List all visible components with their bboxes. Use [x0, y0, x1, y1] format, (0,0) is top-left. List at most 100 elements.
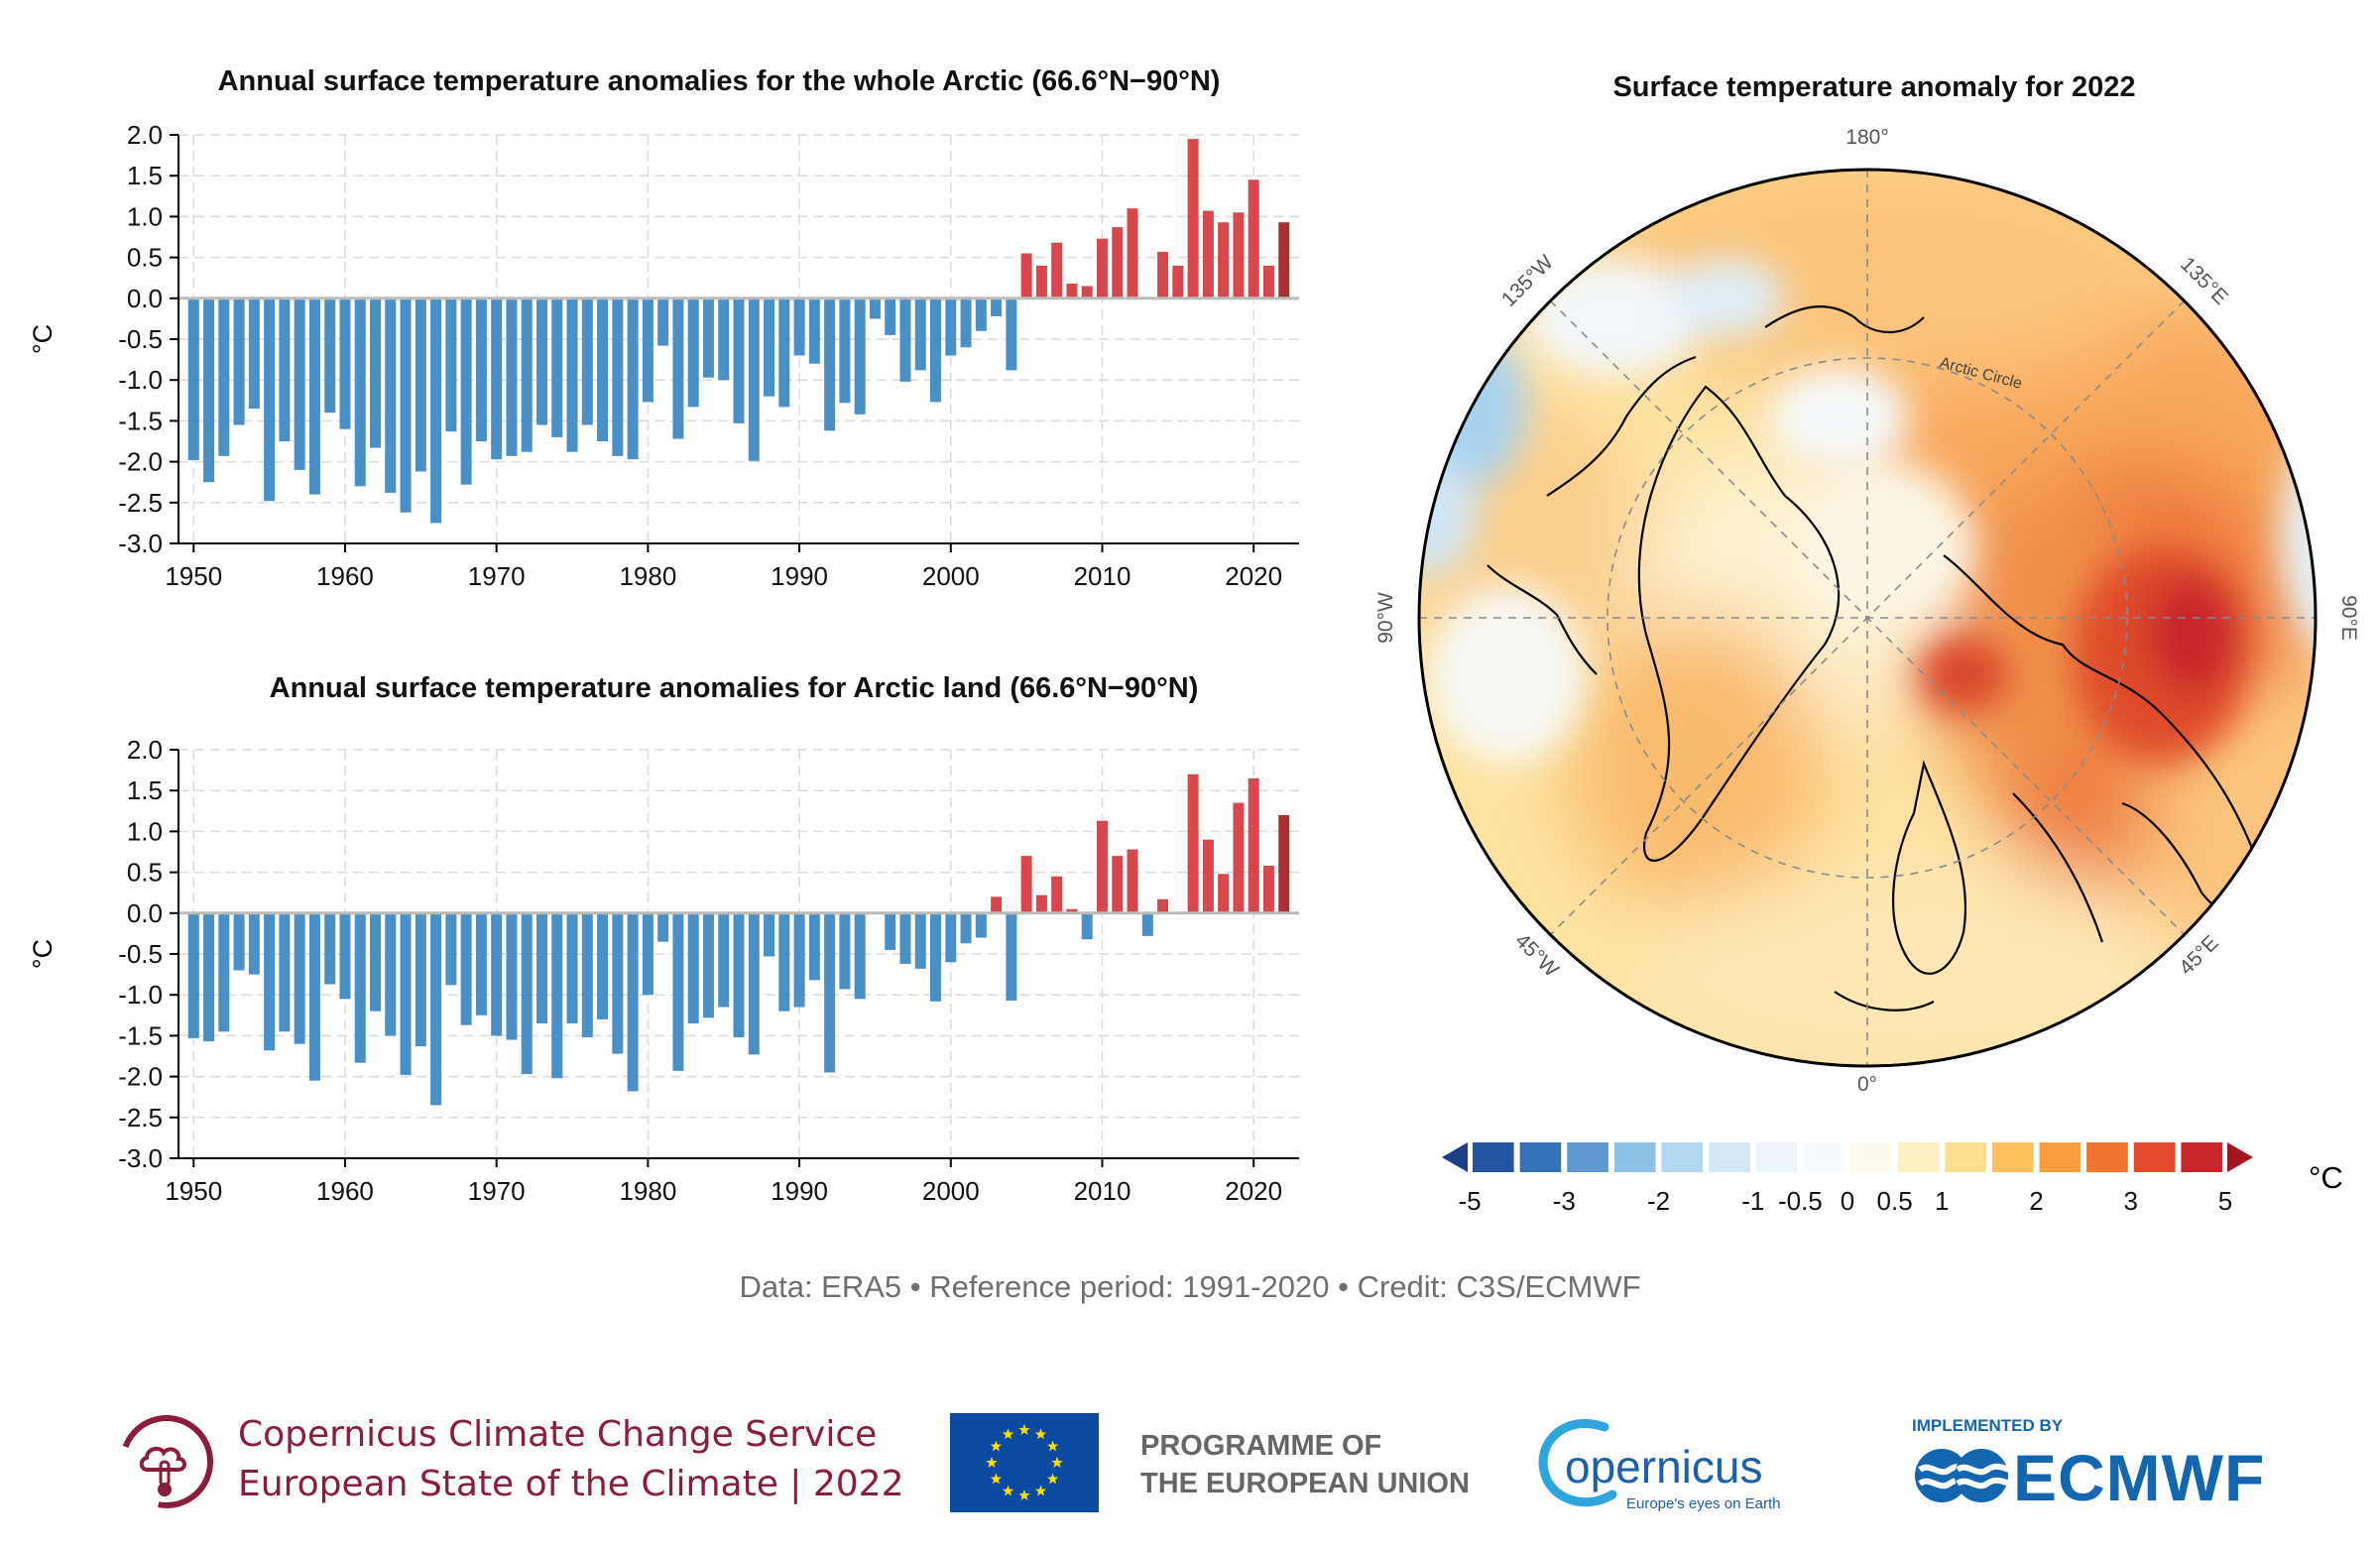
bar-1954	[248, 912, 260, 975]
bar-1990	[793, 912, 805, 1008]
bar-1980	[642, 912, 654, 996]
x-tick-label: 1980	[619, 561, 676, 591]
bar-1993	[839, 298, 851, 404]
y-tick-label: -0.5	[118, 324, 163, 354]
bar-1959	[324, 912, 336, 985]
bar-1969	[475, 298, 487, 441]
bar-2014	[1157, 898, 1169, 913]
bar-1974	[551, 912, 563, 1079]
bar-2016	[1187, 139, 1199, 298]
x-tick-label: 1950	[165, 561, 222, 591]
colorbar-tick-label: -0.5	[1778, 1186, 1823, 1216]
x-tick-label: 2010	[1074, 561, 1131, 591]
y-tick-label: -2.0	[118, 447, 163, 477]
bar-1975	[566, 912, 578, 1024]
bar-1962	[370, 912, 382, 1012]
bar-2018	[1218, 222, 1230, 298]
bar-2010	[1096, 238, 1108, 298]
bar-1981	[657, 912, 669, 942]
x-tick-label: 1970	[468, 1176, 526, 1206]
colorbar-swatch	[2181, 1142, 2222, 1172]
bar-1965	[415, 298, 426, 472]
colorbar-tick-label: -2	[1647, 1186, 1670, 1216]
bar-1999	[930, 912, 942, 1002]
c3s-name: Copernicus Climate Change Service	[238, 1414, 878, 1455]
x-tick-label: 1990	[771, 1176, 828, 1206]
x-tick-label: 1970	[468, 561, 526, 591]
bar-1994	[854, 298, 866, 415]
bar-1957	[294, 912, 305, 1044]
eu-star-icon	[1034, 1428, 1047, 1440]
colorbar-swatch	[1661, 1142, 1704, 1172]
tick-labels: 2.01.51.00.50.0-0.5-1.0-1.5-2.0-2.5-3.01…	[118, 735, 1282, 1206]
x-tick-label: 1980	[619, 1176, 676, 1206]
bar-1993	[839, 912, 851, 990]
eu-star-icon	[1018, 1424, 1030, 1435]
ecmwf-waves-icon	[1915, 1449, 2010, 1502]
arctic-land-anomaly-chart: 2.01.51.00.50.0-0.5-1.0-1.5-2.0-2.5-3.01…	[28, 735, 1299, 1206]
x-tick-label: 1990	[771, 561, 828, 591]
bar-2002	[975, 912, 987, 938]
bar-1960	[339, 912, 351, 1000]
y-tick-label: -1.5	[118, 406, 163, 435]
bar-1969	[475, 912, 487, 1015]
bar-2005	[1020, 856, 1032, 913]
bar-1976	[581, 298, 593, 425]
bar-1964	[400, 298, 412, 513]
polar-anomaly-map: 180° 135°E 90°E 45°E 0° 45°W 90°W 135°W …	[1374, 126, 2360, 1216]
bar-1994	[854, 912, 866, 1000]
bar-2001	[960, 298, 972, 348]
bar-1959	[324, 298, 336, 414]
bar-1955	[264, 298, 276, 502]
bar-1989	[778, 298, 790, 408]
eu-star-icon	[1034, 1485, 1047, 1496]
colorbar-swatch	[1850, 1142, 1892, 1172]
bar-1977	[597, 912, 609, 1019]
bar-1955	[264, 912, 276, 1051]
y-axis-label: °C	[28, 939, 58, 969]
bar-2022	[1278, 222, 1290, 298]
bar-1991	[808, 298, 820, 364]
eu-star-icon	[1002, 1485, 1014, 1496]
bar-1953	[233, 912, 245, 971]
bar-1982	[672, 912, 684, 1071]
bar-1953	[233, 298, 245, 425]
bar-2000	[945, 298, 957, 356]
lon-label-0: 0°	[1857, 1073, 1877, 1096]
bar-1951	[203, 912, 215, 1042]
bar-1957	[294, 298, 305, 470]
bar-1984	[702, 912, 714, 1018]
bar-1966	[430, 912, 442, 1106]
bar-1991	[808, 912, 820, 981]
y-tick-label: 1.0	[127, 201, 163, 231]
colorbar-min-arrow	[1442, 1142, 1468, 1172]
bar-1986	[733, 298, 745, 423]
x-tick-label: 2010	[1074, 1176, 1131, 1206]
bar-1997	[899, 912, 911, 964]
bar-2010	[1096, 820, 1108, 913]
bar-2008	[1066, 283, 1078, 298]
eu-programme-line1: PROGRAMME OF	[1140, 1430, 1382, 1462]
bar-1977	[597, 298, 609, 441]
bar-1987	[748, 912, 760, 1055]
eu-star-icon	[1051, 1457, 1063, 1468]
bar-1972	[521, 298, 533, 452]
graticule	[1419, 170, 2316, 1066]
y-tick-label: 0.0	[127, 284, 163, 313]
tick-labels: 2.01.51.00.50.0-0.5-1.0-1.5-2.0-2.5-3.01…	[118, 120, 1282, 591]
y-tick-label: -3.0	[118, 1143, 163, 1173]
eu-star-icon	[1046, 1440, 1059, 1452]
c3s-cloud-thermometer-icon	[119, 1415, 213, 1508]
copernicus-wordmark: opernicus	[1565, 1441, 1763, 1492]
colorbar: -5 -3 -2 -1 -0.5 0 0.5 1 2 3 5	[1442, 1142, 2253, 1216]
bar-1964	[400, 912, 412, 1075]
bar-2006	[1035, 265, 1047, 298]
bar-1952	[218, 298, 230, 456]
bar-1973	[536, 912, 547, 1024]
y-tick-label: 1.5	[127, 161, 163, 190]
eu-star-icon	[990, 1440, 1003, 1452]
bar-2006	[1035, 894, 1047, 913]
bar-2008	[1066, 908, 1078, 913]
y-tick-label: -1.0	[118, 980, 163, 1010]
colorbar-max-arrow	[2227, 1142, 2253, 1172]
